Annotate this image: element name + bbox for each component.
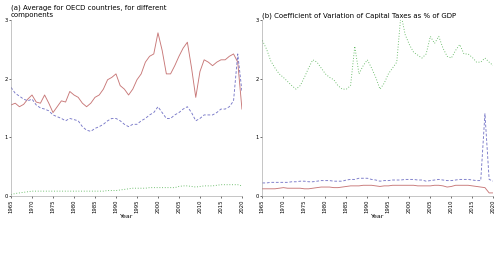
- Text: (b) Coefficient of Variation of Capital Taxes as % of GDP: (b) Coefficient of Variation of Capital …: [262, 12, 456, 19]
- X-axis label: Year: Year: [120, 214, 133, 219]
- Text: (a) Average for OECD countries, for different
components: (a) Average for OECD countries, for diff…: [11, 4, 166, 18]
- X-axis label: Year: Year: [371, 214, 384, 219]
